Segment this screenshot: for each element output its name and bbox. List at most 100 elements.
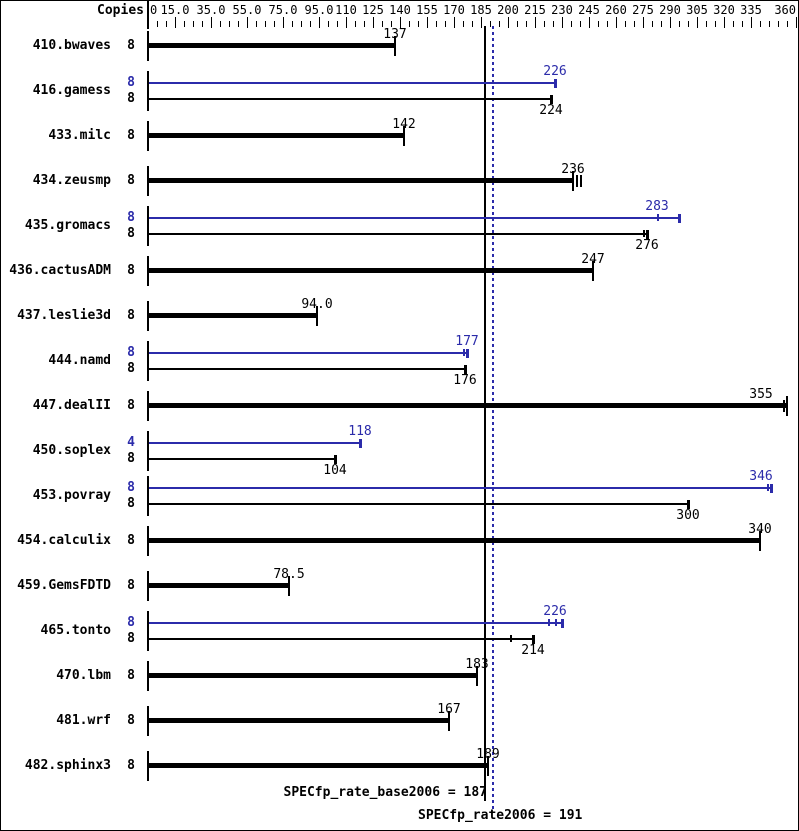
bar-value-label: 118: [348, 424, 372, 439]
bar-value-label: 214: [521, 643, 545, 658]
axis-minor-tick: [715, 21, 716, 27]
run-tick: [463, 349, 465, 356]
bar-end-cap: [554, 79, 557, 88]
base-bar: [149, 583, 289, 588]
bar-value-label: 276: [635, 238, 659, 253]
axis-minor-tick: [499, 21, 500, 27]
axis-minor-tick: [679, 21, 680, 27]
bar-end-cap: [532, 635, 535, 644]
axis-label: 230: [551, 3, 573, 17]
axis-minor-tick: [157, 21, 158, 27]
axis-minor-tick: [607, 21, 608, 27]
bar-end-cap: [572, 171, 574, 191]
axis-minor-tick: [409, 21, 410, 27]
axis-minor-tick: [733, 21, 734, 27]
benchmark-label: 437.leslie3d: [17, 308, 111, 323]
base-bar: [149, 458, 335, 460]
copies-value: 8: [127, 226, 135, 241]
bar-value-label: 167: [437, 702, 461, 717]
benchmark-label: 444.namd: [48, 353, 111, 368]
benchmark-row: 433.milc 8 142: [1, 113, 798, 158]
axis-minor-tick: [391, 21, 392, 27]
axis-label: 110: [335, 3, 357, 17]
row-axis-segment: [147, 391, 149, 421]
bar-end-cap: [288, 576, 290, 596]
row-axis-segment: [147, 206, 149, 246]
axis-major-tick: [400, 17, 401, 28]
benchmark-row: 465.tonto 8 226 8 214: [1, 604, 798, 658]
axis-major-tick: [616, 17, 617, 28]
base-bar: [149, 233, 647, 235]
peak-bar: [149, 217, 679, 219]
bar-end-cap: [487, 756, 489, 776]
axis-label: 290: [659, 3, 681, 17]
axis-major-tick: [427, 17, 428, 28]
copies-value: 8: [127, 480, 135, 495]
row-axis-segment: [147, 256, 149, 286]
bar-value-label: 226: [543, 604, 567, 619]
axis-label: 170: [443, 3, 465, 17]
axis-minor-tick: [490, 21, 491, 27]
bar-value-label: 346: [749, 469, 773, 484]
axis-major-tick: [283, 17, 284, 28]
benchmark-label: 410.bwaves: [32, 38, 111, 53]
benchmark-row: 450.soplex 4 118 8 104: [1, 424, 798, 478]
benchmark-label: 416.gamess: [32, 83, 111, 98]
axis-minor-tick: [292, 21, 293, 27]
copies-value: 8: [127, 451, 135, 466]
axis-minor-tick: [355, 21, 356, 27]
bar-value-label: 247: [581, 252, 605, 267]
axis-minor-tick: [382, 21, 383, 27]
row-axis-segment: [147, 301, 149, 331]
axis-major-tick: [454, 17, 455, 28]
benchmark-row: 444.namd 8 177 8 176: [1, 335, 798, 388]
benchmark-row: 435.gromacs 8 283 8 276: [1, 200, 798, 253]
x-axis: 0 15.0 35.0 55.0 75.0 95.0 110 125 140 155 170 185 2…: [1, 1, 798, 29]
copies-value: 8: [127, 713, 135, 728]
copies-value: 8: [127, 615, 135, 630]
axis-minor-tick: [634, 21, 635, 27]
axis-label: 305: [686, 3, 708, 17]
axis-minor-tick: [598, 21, 599, 27]
benchmark-row: 453.povray 8 346 8 300: [1, 469, 798, 523]
copies-value: 8: [127, 38, 135, 53]
axis-minor-tick: [769, 21, 770, 27]
peak-rate-summary: SPECfp_rate2006 = 191: [418, 808, 583, 823]
axis-minor-tick: [526, 21, 527, 27]
copies-value: 8: [127, 75, 135, 90]
run-tick: [767, 484, 769, 491]
copies-value: 8: [127, 496, 135, 511]
row-axis-segment: [147, 571, 149, 601]
benchmark-label: 433.milc: [48, 128, 111, 143]
base-bar: [149, 368, 465, 370]
base-bar: [149, 538, 760, 543]
copies-header: Copies: [97, 3, 144, 18]
peak-bar: [149, 82, 555, 84]
base-bar: [149, 313, 317, 318]
axis-major-tick: [211, 17, 212, 28]
axis-major-tick: [643, 17, 644, 28]
bar-end-cap: [403, 126, 405, 146]
axis-label: 125: [362, 3, 384, 17]
benchmark-label: 481.wrf: [56, 713, 111, 728]
peak-bar: [149, 352, 467, 354]
axis-label: 245: [578, 3, 600, 17]
axis-minor-tick: [553, 21, 554, 27]
axis-label: 55.0: [232, 3, 262, 17]
bar-value-label: 340: [748, 522, 772, 537]
base-bar: [149, 178, 573, 183]
benchmark-row: 482.sphinx3 8 189: [1, 743, 798, 788]
axis-major-tick: [319, 17, 320, 28]
base-rate-summary: SPECfp_rate_base2006 = 187: [283, 785, 488, 800]
copies-value: 4: [127, 435, 135, 450]
row-axis-segment: [147, 341, 149, 381]
bar-value-label: 300: [676, 508, 700, 523]
copies-value: 8: [127, 578, 135, 593]
axis-label: 260: [605, 3, 627, 17]
benchmark-row: 481.wrf 8 167: [1, 698, 798, 743]
row-axis-segment: [147, 166, 149, 196]
run-tick: [510, 635, 512, 642]
axis-major-tick: [562, 17, 563, 28]
bar-value-label: 226: [543, 64, 567, 79]
bar-end-cap: [316, 306, 318, 326]
